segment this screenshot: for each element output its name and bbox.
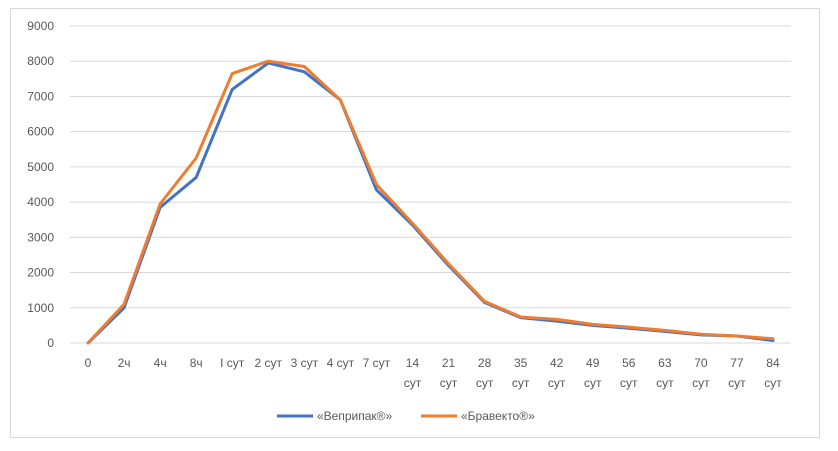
x-tick-label: 7 сут xyxy=(363,356,391,370)
y-tick-label: 3000 xyxy=(27,230,54,244)
x-tick-label: сут xyxy=(548,376,566,390)
x-tick-label: сут xyxy=(692,376,710,390)
x-tick-label: 49 xyxy=(586,356,600,370)
x-tick-label: 14 xyxy=(406,356,420,370)
y-tick-label: 5000 xyxy=(27,160,54,174)
x-tick-label: 2ч xyxy=(118,356,131,370)
gridlines xyxy=(70,25,791,344)
x-tick-label: 8ч xyxy=(190,356,203,370)
legend: «Веприпак®» «Бравекто®» xyxy=(277,409,535,423)
x-tick-label: 35 xyxy=(514,356,528,370)
chart-area: 0 1000 2000 3000 4000 5000 6000 7000 8000 9000 0 2… xyxy=(10,8,820,438)
x-tick-label: сут xyxy=(584,376,602,390)
y-tick-label: 7000 xyxy=(27,89,54,103)
x-tick-label: I сут xyxy=(220,356,245,370)
x-tick-label: 63 xyxy=(658,356,672,370)
x-tick-label: сут xyxy=(620,376,638,390)
x-tick-label: 2 сут xyxy=(255,356,283,370)
y-tick-label: 2000 xyxy=(27,266,54,280)
x-tick-label: сут xyxy=(728,376,746,390)
y-tick-label: 6000 xyxy=(27,125,54,139)
x-tick-label: 70 xyxy=(694,356,708,370)
x-tick-label: 0 xyxy=(85,356,92,370)
x-tick-label: 77 xyxy=(730,356,744,370)
x-tick-label: 84 xyxy=(766,356,780,370)
line-chart: 0 1000 2000 3000 4000 5000 6000 7000 8000 9000 0 2… xyxy=(27,19,791,423)
x-tick-label: 28 xyxy=(478,356,492,370)
x-tick-label: сут xyxy=(476,376,494,390)
x-axis-ticks: 0 2ч 4ч 8ч I сут 2 сут 3 сут 4 сут 7 сут 14 сут 21 с… xyxy=(85,356,783,390)
x-tick-label: сут xyxy=(440,376,458,390)
series-line-1 xyxy=(86,61,775,345)
y-tick-label: 1000 xyxy=(27,301,54,315)
legend-label: «Веприпак®» xyxy=(317,409,392,423)
x-tick-label: 56 xyxy=(622,356,636,370)
y-axis-ticks: 0 1000 2000 3000 4000 5000 6000 7000 8000 9000 xyxy=(27,19,54,350)
x-tick-label: 4 сут xyxy=(327,356,355,370)
y-tick-label: 0 xyxy=(47,336,54,350)
legend-label: «Бравекто®» xyxy=(461,409,535,423)
x-tick-label: сут xyxy=(656,376,674,390)
series-lines xyxy=(86,59,775,345)
x-tick-label: 21 xyxy=(442,356,456,370)
x-tick-label: сут xyxy=(764,376,782,390)
series-line-2 xyxy=(86,59,775,345)
x-tick-label: сут xyxy=(512,376,530,390)
x-tick-label: сут xyxy=(404,376,422,390)
x-tick-label: 3 сут xyxy=(291,356,319,370)
x-tick-label: 4ч xyxy=(154,356,167,370)
y-tick-label: 4000 xyxy=(27,195,54,209)
y-tick-label: 8000 xyxy=(27,54,54,68)
x-tick-label: 42 xyxy=(550,356,564,370)
y-tick-label: 9000 xyxy=(27,19,54,33)
